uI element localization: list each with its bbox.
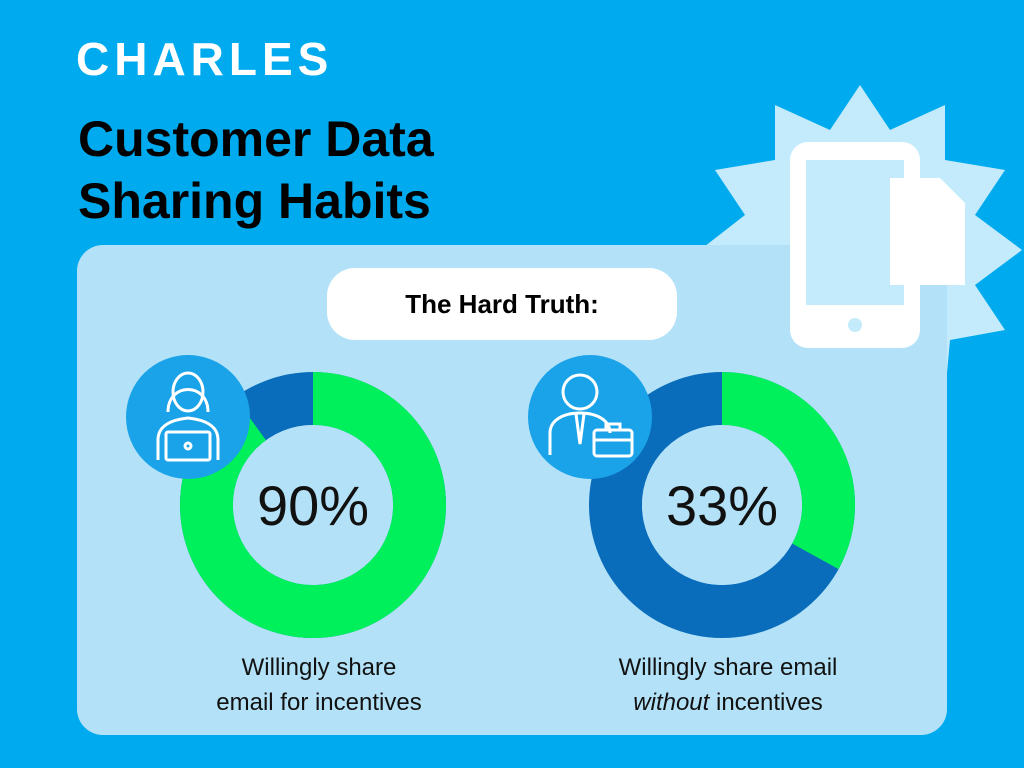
phone-screen bbox=[806, 160, 904, 305]
donut-segment bbox=[180, 372, 446, 638]
donut-hole bbox=[233, 425, 393, 585]
businessman-icon bbox=[528, 355, 652, 479]
donut-segment bbox=[721, 372, 855, 570]
document-icon bbox=[890, 178, 965, 285]
caption-line: email for incentives bbox=[216, 689, 421, 716]
caption-line: without incentives bbox=[633, 689, 822, 716]
value-label: 33% bbox=[666, 474, 778, 537]
caption-part: incentives bbox=[709, 689, 822, 716]
caption-line: Willingly share bbox=[242, 654, 397, 681]
phone-button bbox=[848, 318, 862, 332]
title: Customer Data Sharing Habits bbox=[78, 111, 434, 229]
value-label: 90% bbox=[257, 474, 369, 537]
caption-part: without bbox=[633, 689, 710, 716]
subtitle-pill bbox=[327, 268, 677, 340]
donut-hole bbox=[642, 425, 802, 585]
woman-laptop-icon bbox=[126, 355, 250, 479]
subtitle: The Hard Truth: bbox=[405, 289, 599, 319]
logo: CHARLES bbox=[76, 33, 334, 85]
caption-line: Willingly share email bbox=[619, 654, 838, 681]
charts: 90% Willingly share email for incentives 33… bbox=[180, 372, 855, 716]
